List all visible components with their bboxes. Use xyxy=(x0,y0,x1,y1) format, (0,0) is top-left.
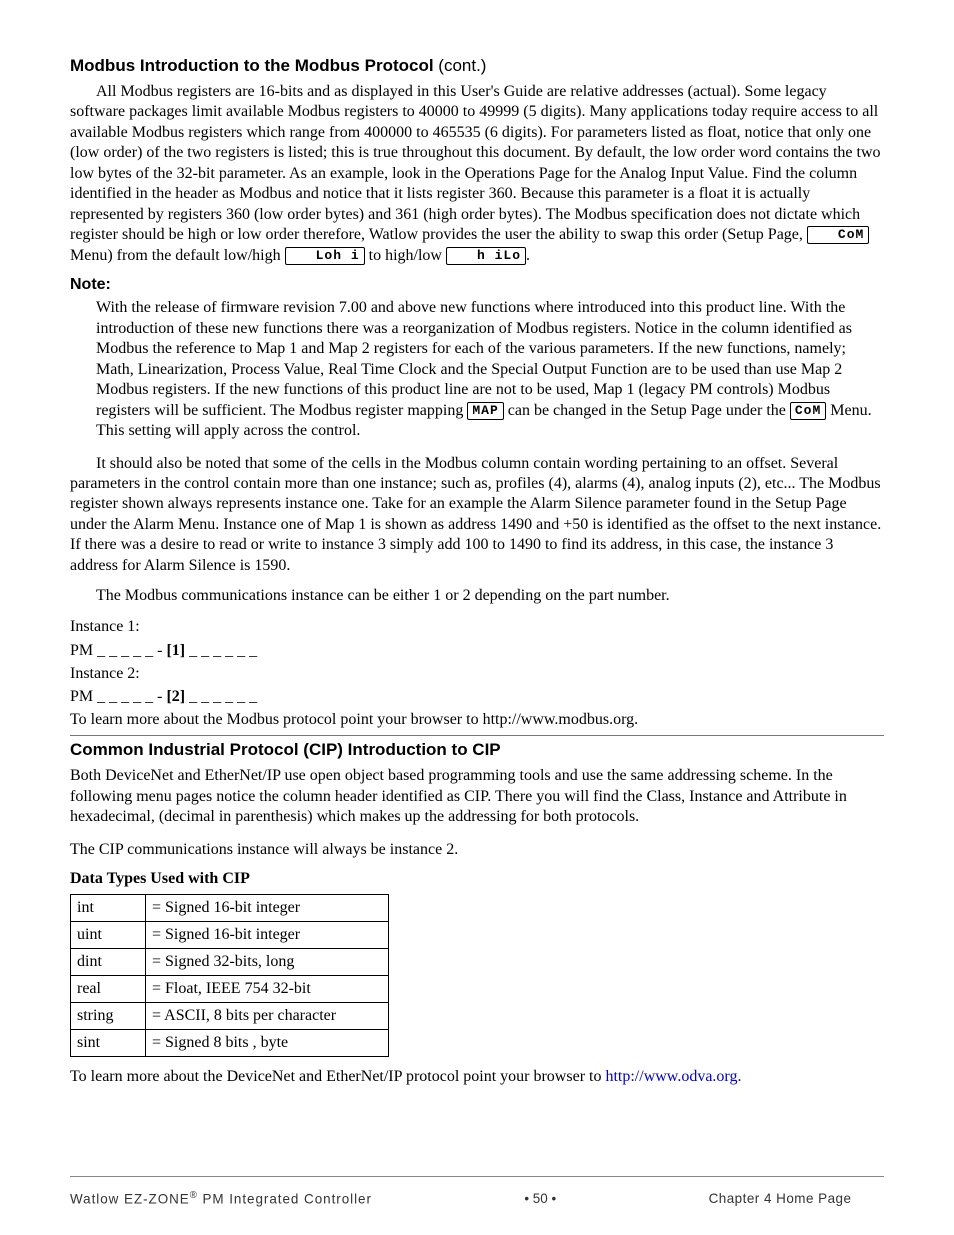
note-text: can be changed in the Setup Page under t… xyxy=(504,402,790,419)
para-offset: It should also be noted that some of the… xyxy=(70,454,884,577)
table-body: int= Signed 16-bit integer uint= Signed … xyxy=(71,895,389,1057)
para-modbus-registers: All Modbus registers are 16-bits and as … xyxy=(70,82,884,266)
odva-link[interactable]: http://www.odva.org. xyxy=(605,1068,741,1085)
table-cell: uint xyxy=(71,922,146,949)
table-row: int= Signed 16-bit integer xyxy=(71,895,389,922)
footer-left: Watlow EZ-ZONE® PM Integrated Controller xyxy=(70,1190,372,1207)
table-row: sint= Signed 8 bits , byte xyxy=(71,1030,389,1057)
pm-text: _ _ _ _ _ _ xyxy=(185,688,257,705)
learn-cip-text: To learn more about the DeviceNet and Et… xyxy=(70,1068,605,1085)
para-comm-instance: The Modbus communications instance can b… xyxy=(70,586,884,606)
table-row: string= ASCII, 8 bits per character xyxy=(71,1003,389,1030)
note-body: With the release of firmware revision 7.… xyxy=(96,298,884,441)
table-cell: = Signed 16-bit integer xyxy=(146,922,389,949)
instance-2-pm: PM _ _ _ _ _ - [2] _ _ _ _ _ _ xyxy=(70,688,884,706)
table-cell: = Signed 8 bits , byte xyxy=(146,1030,389,1057)
para-text: to high/low xyxy=(365,247,446,264)
seg-display-hilo: h iLo xyxy=(446,247,526,265)
section-title-cont: (cont.) xyxy=(434,56,487,75)
para-text: All Modbus registers are 16-bits and as … xyxy=(70,83,881,243)
para-cip-intro: Both DeviceNet and EtherNet/IP use open … xyxy=(70,766,884,827)
seg-display-com: CoM xyxy=(807,226,869,244)
pm-bold: [1] xyxy=(166,642,185,659)
footer: Watlow EZ-ZONE® PM Integrated Controller… xyxy=(70,1190,851,1207)
section-title-modbus: Modbus Introduction to the Modbus Protoc… xyxy=(70,56,884,76)
seg-display-com2: CoM xyxy=(790,402,826,420)
table-cell: real xyxy=(71,976,146,1003)
registered-icon: ® xyxy=(190,1190,198,1201)
instance-1-label: Instance 1: xyxy=(70,617,884,638)
table-cell: dint xyxy=(71,949,146,976)
table-row: uint= Signed 16-bit integer xyxy=(71,922,389,949)
data-types-table: int= Signed 16-bit integer uint= Signed … xyxy=(70,894,389,1057)
divider xyxy=(70,735,884,736)
section-title-cip: Common Industrial Protocol (CIP) Introdu… xyxy=(70,740,884,760)
seg-display-lohi: Loh i xyxy=(285,247,365,265)
table-cell: string xyxy=(71,1003,146,1030)
learn-more-modbus: To learn more about the Modbus protocol … xyxy=(70,710,884,731)
table-cell: sint xyxy=(71,1030,146,1057)
subheading-data-types: Data Types Used with CIP xyxy=(70,870,884,888)
footer-chapter: Chapter 4 Home Page xyxy=(709,1190,852,1207)
footer-product-suffix: PM Integrated Controller xyxy=(198,1191,372,1207)
pm-text: PM _ _ _ _ _ - xyxy=(70,642,166,659)
table-cell: = Signed 32-bits, long xyxy=(146,949,389,976)
seg-display-map: MAP xyxy=(467,402,503,420)
pm-text: PM _ _ _ _ _ - xyxy=(70,688,166,705)
learn-more-cip: To learn more about the DeviceNet and Et… xyxy=(70,1067,884,1087)
note-label: Note: xyxy=(70,276,884,294)
footer-product: Watlow EZ-ZONE xyxy=(70,1191,190,1207)
footer-rule xyxy=(70,1176,884,1177)
table-row: dint= Signed 32-bits, long xyxy=(71,949,389,976)
table-row: real= Float, IEEE 754 32-bit xyxy=(71,976,389,1003)
para-text: Menu) from the default low/high xyxy=(70,247,285,264)
para-text: . xyxy=(526,247,530,264)
footer-page-number: • 50 • xyxy=(524,1190,556,1207)
table-cell: = Signed 16-bit integer xyxy=(146,895,389,922)
pm-text: _ _ _ _ _ _ xyxy=(185,642,257,659)
table-cell: = Float, IEEE 754 32-bit xyxy=(146,976,389,1003)
instance-1-pm: PM _ _ _ _ _ - [1] _ _ _ _ _ _ xyxy=(70,642,884,660)
section-title-text: Modbus Introduction to the Modbus Protoc… xyxy=(70,56,434,75)
table-cell: int xyxy=(71,895,146,922)
para-cip-instance: The CIP communications instance will alw… xyxy=(70,840,884,860)
instance-2-label: Instance 2: xyxy=(70,664,884,685)
table-cell: = ASCII, 8 bits per character xyxy=(146,1003,389,1030)
pm-bold: [2] xyxy=(166,688,185,705)
